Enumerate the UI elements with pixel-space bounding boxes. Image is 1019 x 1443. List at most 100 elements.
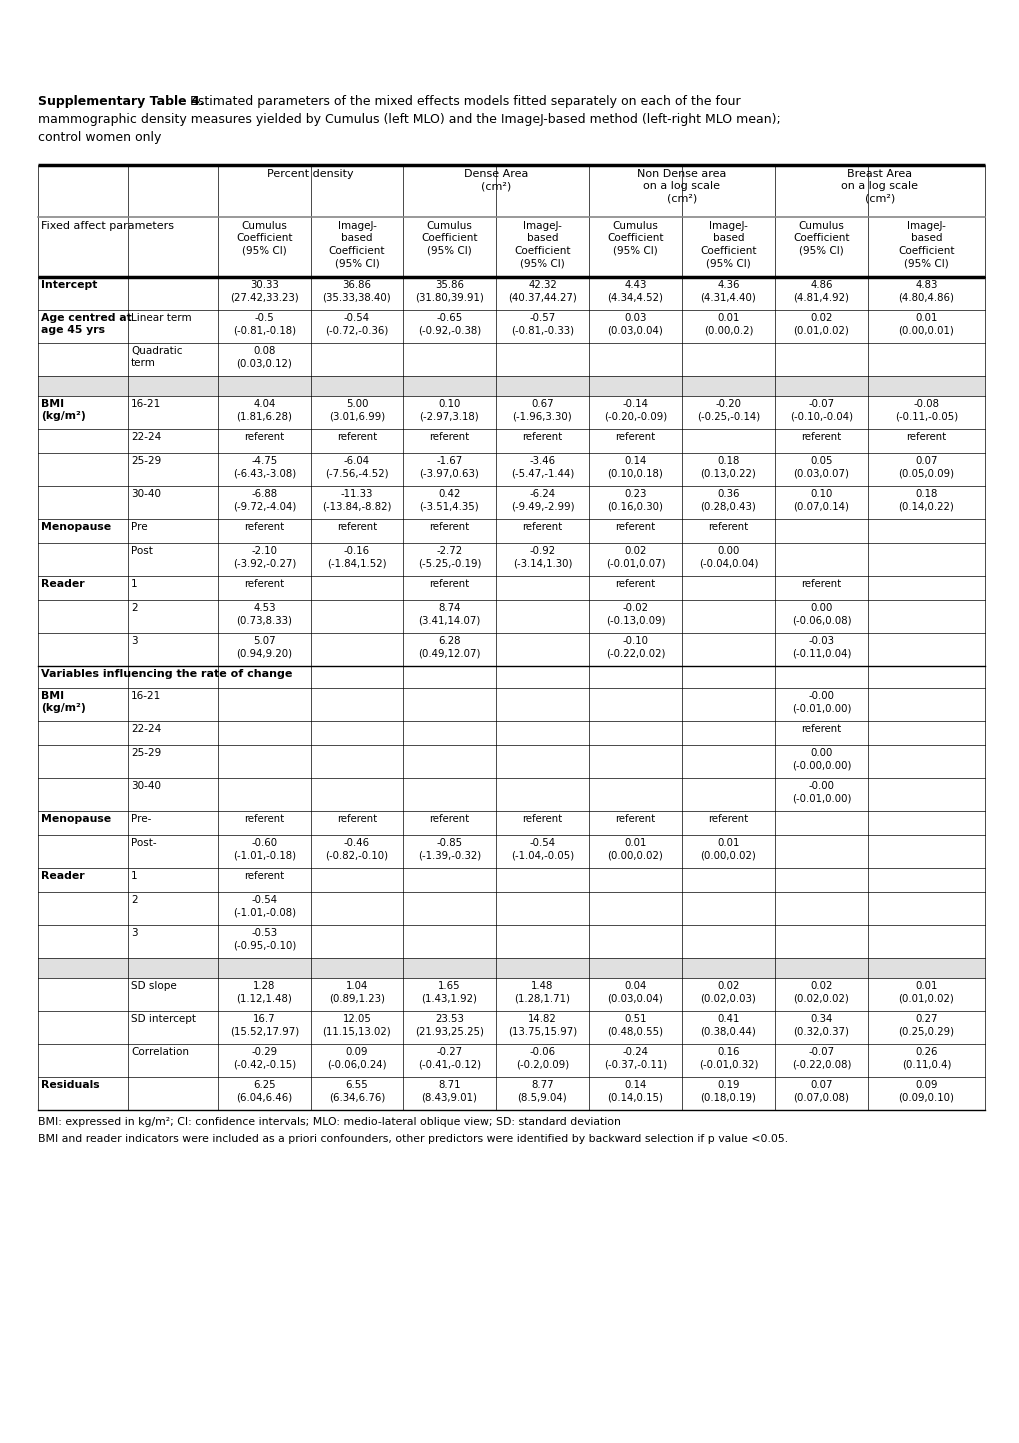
Text: 42.32
(40.37,44.27): 42.32 (40.37,44.27): [507, 280, 577, 303]
Text: 22-24: 22-24: [130, 724, 161, 734]
Text: Correlation: Correlation: [130, 1048, 189, 1058]
Text: -0.16
(-1.84,1.52): -0.16 (-1.84,1.52): [327, 545, 386, 569]
Text: referent: referent: [906, 431, 946, 442]
Text: -0.60
(-1.01,-0.18): -0.60 (-1.01,-0.18): [232, 838, 296, 860]
Text: 16.7
(15.52,17.97): 16.7 (15.52,17.97): [229, 1014, 299, 1036]
Text: 2: 2: [130, 603, 138, 613]
Text: 0.05
(0.03,0.07): 0.05 (0.03,0.07): [793, 456, 849, 479]
Text: 3: 3: [130, 928, 138, 938]
Text: -2.10
(-3.92,-0.27): -2.10 (-3.92,-0.27): [232, 545, 296, 569]
Text: referent: referent: [245, 431, 284, 442]
Text: referent: referent: [801, 724, 841, 734]
Text: 0.18
(0.13,0.22): 0.18 (0.13,0.22): [700, 456, 756, 479]
Text: -0.54
(-1.04,-0.05): -0.54 (-1.04,-0.05): [511, 838, 574, 860]
Text: 0.00
(-0.00,0.00): 0.00 (-0.00,0.00): [791, 747, 851, 771]
Text: 0.07
(0.07,0.08): 0.07 (0.07,0.08): [793, 1079, 849, 1102]
Text: 0.02
(0.02,0.02): 0.02 (0.02,0.02): [793, 981, 849, 1003]
Text: -0.08
(-0.11,-0.05): -0.08 (-0.11,-0.05): [894, 400, 957, 421]
Text: 12.05
(11.15,13.02): 12.05 (11.15,13.02): [322, 1014, 391, 1036]
Text: Variables influencing the rate of change: Variables influencing the rate of change: [41, 670, 292, 680]
Text: Post-: Post-: [130, 838, 157, 848]
Text: 30-40: 30-40: [130, 489, 161, 499]
Text: 22-24: 22-24: [130, 431, 161, 442]
Text: -6.24
(-9.49,-2.99): -6.24 (-9.49,-2.99): [511, 489, 574, 511]
Text: 0.07
(0.05,0.09): 0.07 (0.05,0.09): [898, 456, 954, 479]
Text: 14.82
(13.75,15.97): 14.82 (13.75,15.97): [507, 1014, 577, 1036]
Text: Reader: Reader: [41, 579, 85, 589]
Text: -11.33
(-13.84,-8.82): -11.33 (-13.84,-8.82): [322, 489, 391, 511]
Text: referent: referent: [429, 814, 469, 824]
Text: 0.41
(0.38,0.44): 0.41 (0.38,0.44): [700, 1014, 756, 1036]
Text: Cumulus
Coefficient
(95% CI): Cumulus Coefficient (95% CI): [421, 221, 477, 255]
Text: 1: 1: [130, 872, 138, 882]
Text: 0.01
(0.00,0.01): 0.01 (0.00,0.01): [898, 313, 954, 335]
Text: BMI
(kg/m²): BMI (kg/m²): [41, 400, 86, 421]
Text: -2.72
(-5.25,-0.19): -2.72 (-5.25,-0.19): [418, 545, 481, 569]
Text: 4.43
(4.34,4.52): 4.43 (4.34,4.52): [607, 280, 662, 303]
Text: 8.71
(8.43,9.01): 8.71 (8.43,9.01): [421, 1079, 477, 1102]
Text: 36.86
(35.33,38.40): 36.86 (35.33,38.40): [322, 280, 391, 303]
Text: -0.07
(-0.22,0.08): -0.07 (-0.22,0.08): [791, 1048, 851, 1069]
Text: 1.65
(1.43,1.92): 1.65 (1.43,1.92): [421, 981, 477, 1003]
Text: 0.08
(0.03,0.12): 0.08 (0.03,0.12): [236, 346, 292, 368]
Text: -0.20
(-0.25,-0.14): -0.20 (-0.25,-0.14): [696, 400, 759, 421]
Text: 0.03
(0.03,0.04): 0.03 (0.03,0.04): [607, 313, 662, 335]
Text: ImageJ-
based
Coefficient
(95% CI): ImageJ- based Coefficient (95% CI): [328, 221, 385, 268]
Text: Cumulus
Coefficient
(95% CI): Cumulus Coefficient (95% CI): [236, 221, 292, 255]
Text: 8.77
(8.5,9.04): 8.77 (8.5,9.04): [517, 1079, 567, 1102]
Text: referent: referent: [614, 579, 655, 589]
Text: BMI: expressed in kg/m²; CI: confidence intervals; MLO: medio-lateral oblique vi: BMI: expressed in kg/m²; CI: confidence …: [38, 1117, 621, 1127]
Text: -0.57
(-0.81,-0.33): -0.57 (-0.81,-0.33): [511, 313, 574, 335]
Text: -0.54
(-0.72,-0.36): -0.54 (-0.72,-0.36): [325, 313, 388, 335]
Text: referent: referent: [336, 522, 377, 532]
Text: 0.26
(0.11,0.4): 0.26 (0.11,0.4): [901, 1048, 951, 1069]
Text: referent: referent: [522, 431, 562, 442]
Text: BMI
(kg/m²): BMI (kg/m²): [41, 691, 86, 713]
Text: 0.01
(0.00,0.2): 0.01 (0.00,0.2): [703, 313, 752, 335]
Text: -0.46
(-0.82,-0.10): -0.46 (-0.82,-0.10): [325, 838, 388, 860]
Text: 0.34
(0.32,0.37): 0.34 (0.32,0.37): [793, 1014, 849, 1036]
Text: -0.53
(-0.95,-0.10): -0.53 (-0.95,-0.10): [232, 928, 296, 951]
Text: Menopause: Menopause: [41, 814, 111, 824]
Text: Reader: Reader: [41, 872, 85, 882]
Text: mammographic density measures yielded by Cumulus (left MLO) and the ImageJ-based: mammographic density measures yielded by…: [38, 113, 780, 126]
Text: 8.74
(3.41,14.07): 8.74 (3.41,14.07): [418, 603, 480, 625]
Text: -0.07
(-0.10,-0.04): -0.07 (-0.10,-0.04): [789, 400, 852, 421]
Text: 4.36
(4.31,4.40): 4.36 (4.31,4.40): [700, 280, 756, 303]
Text: 0.42
(-3.51,4.35): 0.42 (-3.51,4.35): [419, 489, 479, 511]
Text: 16-21: 16-21: [130, 400, 161, 408]
Text: -0.54
(-1.01,-0.08): -0.54 (-1.01,-0.08): [232, 895, 296, 918]
Text: ImageJ-
based
Coefficient
(95% CI): ImageJ- based Coefficient (95% CI): [898, 221, 954, 268]
Text: Post: Post: [130, 545, 153, 556]
Text: -0.5
(-0.81,-0.18): -0.5 (-0.81,-0.18): [232, 313, 296, 335]
Text: referent: referent: [801, 579, 841, 589]
Text: Cumulus
Coefficient
(95% CI): Cumulus Coefficient (95% CI): [793, 221, 849, 255]
Text: -0.14
(-0.20,-0.09): -0.14 (-0.20,-0.09): [603, 400, 666, 421]
Text: 3: 3: [130, 636, 138, 646]
Text: control women only: control women only: [38, 131, 161, 144]
Text: Intercept: Intercept: [41, 280, 97, 290]
Text: -0.92
(-3.14,1.30): -0.92 (-3.14,1.30): [513, 545, 572, 569]
Text: 0.67
(-1.96,3.30): 0.67 (-1.96,3.30): [513, 400, 572, 421]
Text: 1.04
(0.89,1.23): 1.04 (0.89,1.23): [329, 981, 384, 1003]
Text: SD slope: SD slope: [130, 981, 176, 991]
Text: 4.53
(0.73,8.33): 4.53 (0.73,8.33): [236, 603, 292, 625]
Text: 0.04
(0.03,0.04): 0.04 (0.03,0.04): [607, 981, 662, 1003]
Text: referent: referent: [614, 431, 655, 442]
Text: -1.67
(-3.97,0.63): -1.67 (-3.97,0.63): [419, 456, 479, 479]
Text: 25-29: 25-29: [130, 456, 161, 466]
Text: 0.14
(0.14,0.15): 0.14 (0.14,0.15): [607, 1079, 662, 1102]
Text: 0.02
(-0.01,0.07): 0.02 (-0.01,0.07): [605, 545, 664, 569]
Text: referent: referent: [245, 579, 284, 589]
Text: 23.53
(21.93,25.25): 23.53 (21.93,25.25): [415, 1014, 484, 1036]
Text: 0.01
(0.00,0.02): 0.01 (0.00,0.02): [700, 838, 756, 860]
Text: 0.00
(-0.06,0.08): 0.00 (-0.06,0.08): [791, 603, 851, 625]
Text: 1.48
(1.28,1.71): 1.48 (1.28,1.71): [514, 981, 570, 1003]
Text: 0.10
(0.07,0.14): 0.10 (0.07,0.14): [793, 489, 849, 511]
Text: -0.03
(-0.11,0.04): -0.03 (-0.11,0.04): [791, 636, 851, 658]
Text: referent: referent: [614, 814, 655, 824]
Text: -0.00
(-0.01,0.00): -0.00 (-0.01,0.00): [791, 691, 851, 713]
Bar: [38, 958, 984, 978]
Text: -0.02
(-0.13,0.09): -0.02 (-0.13,0.09): [605, 603, 664, 625]
Text: -0.27
(-0.41,-0.12): -0.27 (-0.41,-0.12): [418, 1048, 481, 1069]
